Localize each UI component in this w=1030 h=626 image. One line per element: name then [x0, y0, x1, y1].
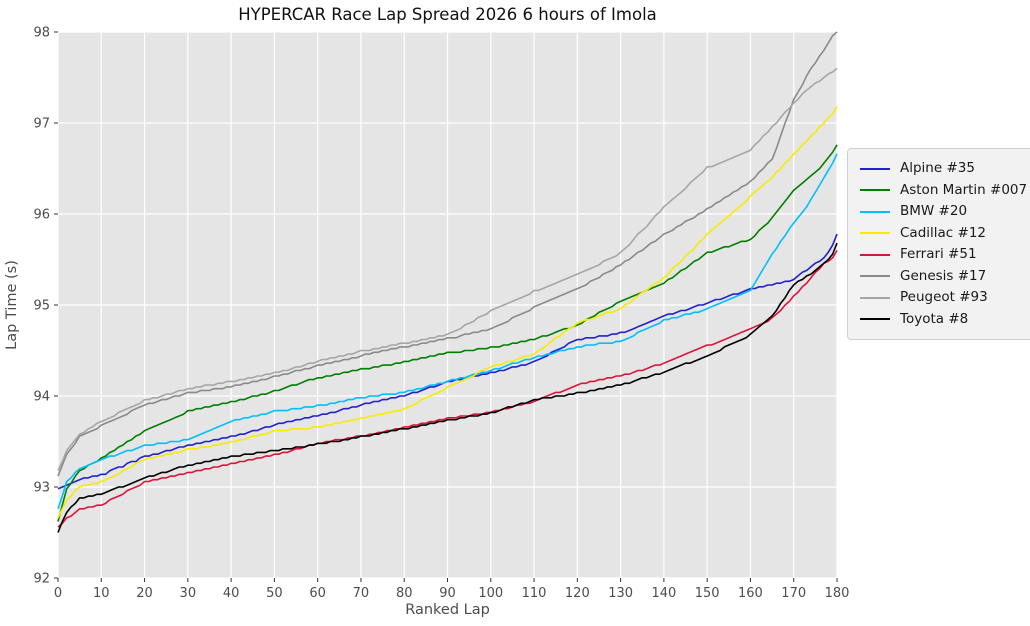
legend-swatch-line: [860, 167, 890, 170]
x-tick-label: 160: [738, 586, 763, 601]
x-tick-label: 150: [695, 586, 720, 601]
x-tick-label: 30: [180, 586, 197, 601]
legend-item: Cadillac #12: [848, 223, 1030, 245]
y-tick-label: 97: [33, 117, 50, 132]
x-tick-label: 40: [223, 586, 240, 601]
legend-label: Peugeot #93: [900, 289, 988, 305]
legend-swatch-line: [860, 189, 890, 192]
legend-item: Ferrari #51: [848, 244, 1030, 266]
legend-swatch-line: [860, 318, 890, 321]
axis-ticks: [54, 31, 838, 582]
x-tick-label: 110: [522, 586, 547, 601]
legend-item: Toyota #8: [848, 309, 1030, 331]
axis-tick-labels: 0 10 20 30 40 50 60 70 80 90 100 110 120 130 140 150 160…: [33, 26, 849, 602]
legend-label: Genesis #17: [900, 267, 987, 284]
y-tick-label: 92: [33, 572, 50, 587]
legend-label: Aston Martin #007: [900, 181, 1028, 198]
legend-item: Alpine #35: [848, 158, 1030, 180]
legend-item: Aston Martin #007: [848, 180, 1030, 202]
x-tick-label: 10: [93, 586, 110, 601]
x-tick-label: 170: [781, 586, 806, 601]
chart-title: HYPERCAR Race Lap Spread 2026 6 hours of…: [238, 5, 657, 24]
series-line-ferrari-51: [57, 249, 838, 528]
legend-item: Peugeot #93: [848, 287, 1030, 309]
legend-label: Cadillac #12: [900, 224, 986, 241]
legend-swatch-line: [860, 275, 890, 278]
x-tick-label: 60: [309, 586, 326, 601]
legend-label: Alpine #35: [900, 160, 975, 176]
data-series: [57, 31, 838, 533]
series-line-genesis-17: [57, 31, 838, 477]
series-line-cadillac-12: [57, 106, 838, 519]
series-line-bmw-20: [57, 153, 838, 510]
x-tick-label: 70: [353, 586, 370, 601]
series-line-aston-martin-007: [57, 144, 838, 522]
series-line-peugeot-93: [57, 67, 838, 471]
x-tick-label: 130: [608, 586, 633, 601]
legend-swatch-line: [860, 232, 890, 235]
x-tick-label: 180: [825, 586, 850, 601]
x-tick-label: 140: [651, 586, 676, 601]
x-tick-label: 100: [478, 586, 503, 601]
y-tick-label: 98: [33, 26, 50, 41]
y-tick-label: 96: [33, 208, 50, 223]
legend-label: Toyota #8: [900, 310, 969, 327]
x-axis-label: Ranked Lap: [405, 602, 490, 618]
legend-item: Genesis #17: [848, 266, 1030, 288]
y-axis-label: Lap Time (s): [4, 260, 20, 350]
legend-item: BMW #20: [848, 201, 1030, 223]
legend-label: Ferrari #51: [900, 246, 977, 262]
x-tick-label: 120: [565, 586, 590, 601]
legend: Alpine #35 Aston Martin #007 BMW #20 Cadill…: [847, 148, 1030, 340]
legend-swatch-line: [860, 296, 890, 299]
x-tick-label: 90: [439, 586, 456, 601]
y-tick-label: 94: [33, 390, 50, 405]
series-line-toyota-8: [57, 242, 838, 533]
y-tick-label: 93: [33, 481, 50, 496]
y-tick-label: 95: [33, 299, 50, 314]
x-tick-label: 0: [54, 586, 62, 601]
legend-swatch-line: [860, 210, 890, 213]
x-tick-label: 50: [266, 586, 283, 601]
x-tick-label: 80: [396, 586, 413, 601]
legend-swatch-line: [860, 253, 890, 256]
legend-label: BMW #20: [900, 203, 968, 219]
x-tick-label: 20: [136, 586, 153, 601]
